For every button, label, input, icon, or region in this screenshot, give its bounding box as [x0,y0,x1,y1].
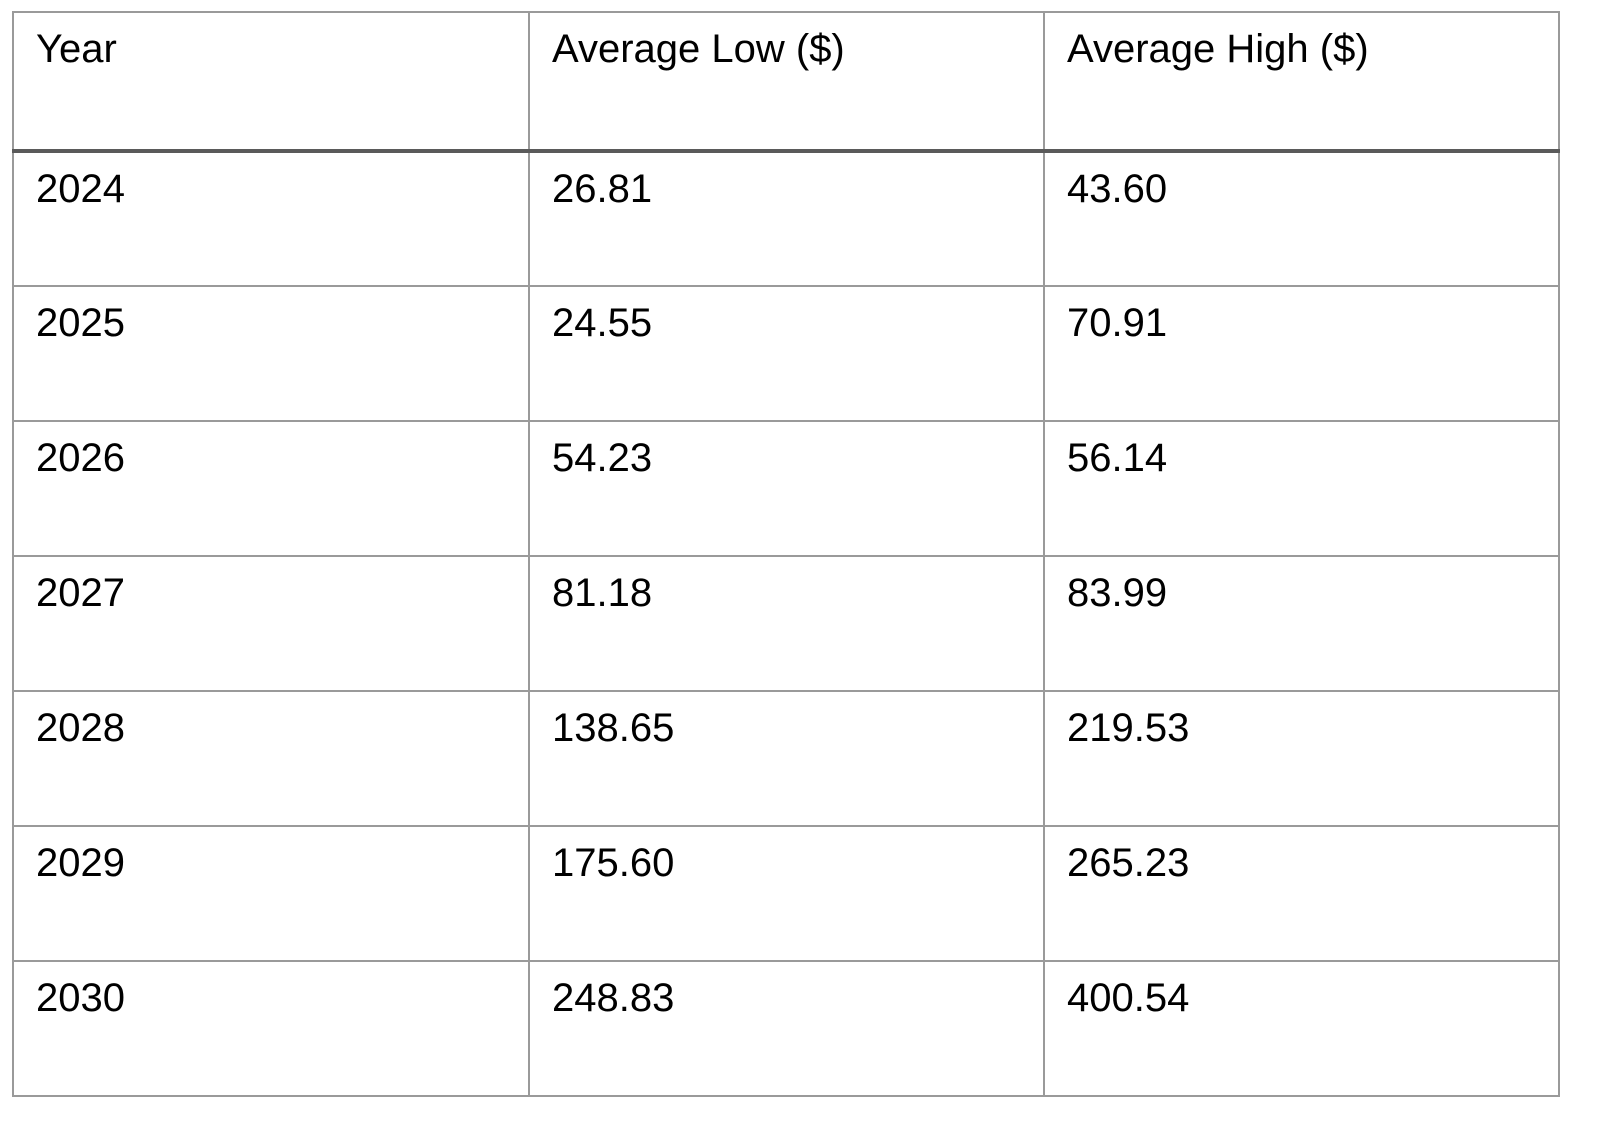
year-cell: 2030 [12,960,530,1097]
year-cell: 2025 [12,285,530,422]
average-high-cell: 219.53 [1043,690,1560,827]
table-row: 2029 175.60 265.23 [12,825,1560,962]
average-low-cell: 138.65 [528,690,1045,827]
year-cell: 2026 [12,420,530,557]
table-row: 2028 138.65 219.53 [12,690,1560,827]
average-low-cell: 248.83 [528,960,1045,1097]
average-low-cell: 81.18 [528,555,1045,692]
table-row: 2030 248.83 400.54 [12,960,1560,1097]
table-row: 2027 81.18 83.99 [12,555,1560,692]
column-header-year: Year [12,11,530,153]
average-low-cell: 24.55 [528,285,1045,422]
table-row: 2026 54.23 56.14 [12,420,1560,557]
average-high-cell: 43.60 [1043,150,1560,287]
year-cell: 2029 [12,825,530,962]
average-high-cell: 265.23 [1043,825,1560,962]
table-header-row: Year Average Low ($) Average High ($) [12,11,1560,153]
year-cell: 2027 [12,555,530,692]
table-row: 2025 24.55 70.91 [12,285,1560,422]
average-high-cell: 70.91 [1043,285,1560,422]
average-low-cell: 54.23 [528,420,1045,557]
table-row: 2024 26.81 43.60 [12,150,1560,287]
column-header-average-high: Average High ($) [1043,11,1560,153]
year-cell: 2028 [12,690,530,827]
year-cell: 2024 [12,150,530,287]
average-low-cell: 175.60 [528,825,1045,962]
average-high-cell: 400.54 [1043,960,1560,1097]
average-low-cell: 26.81 [528,150,1045,287]
column-header-average-low: Average Low ($) [528,11,1045,153]
price-forecast-table: Year Average Low ($) Average High ($) 20… [12,11,1560,1097]
average-high-cell: 83.99 [1043,555,1560,692]
average-high-cell: 56.14 [1043,420,1560,557]
